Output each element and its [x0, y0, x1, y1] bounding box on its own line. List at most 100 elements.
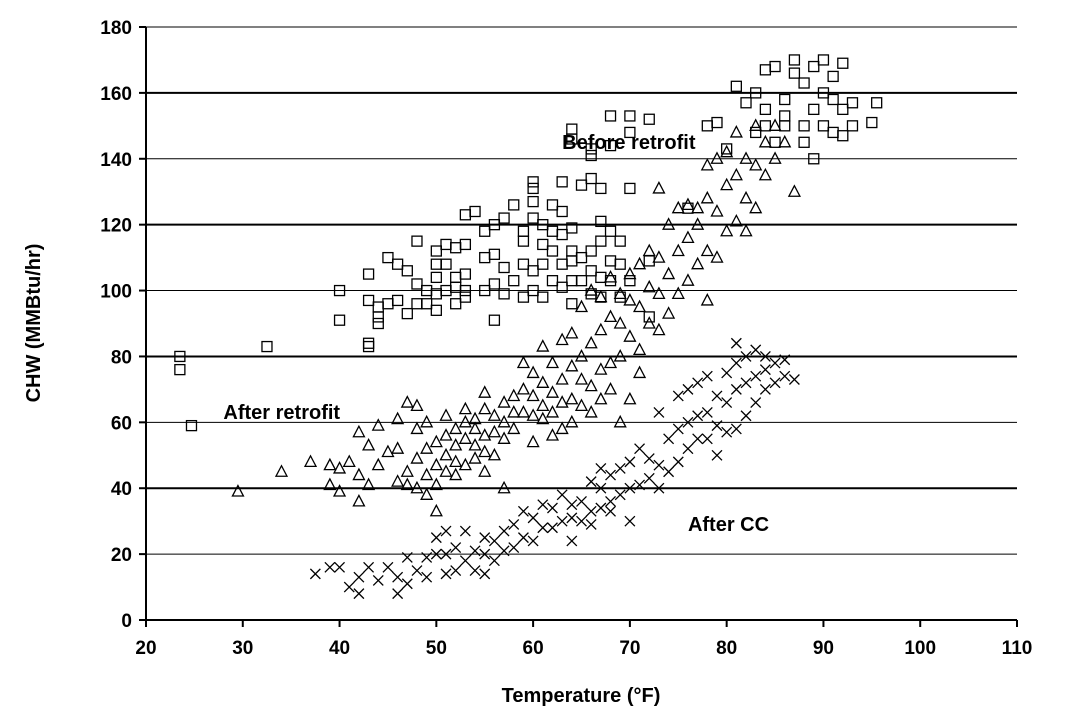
point-x: [750, 370, 762, 382]
point-square: [566, 298, 578, 310]
point-triangle: [352, 467, 366, 481]
point-x: [721, 397, 733, 409]
y-tick-label: 120: [100, 216, 132, 237]
point-triangle: [429, 457, 443, 471]
point-triangle: [507, 421, 521, 435]
point-square: [614, 258, 626, 270]
point-square: [372, 301, 384, 313]
point-square: [846, 97, 859, 109]
point-x: [430, 548, 442, 560]
point-triangle: [662, 266, 676, 280]
point-x: [334, 561, 346, 573]
point-square: [469, 205, 481, 218]
point-triangle: [468, 451, 482, 464]
point-square: [440, 238, 452, 251]
point-x: [566, 499, 578, 511]
point-square: [382, 298, 394, 310]
point-triangle: [662, 217, 676, 230]
point-square: [430, 271, 442, 284]
point-triangle: [420, 441, 434, 454]
point-square: [701, 120, 713, 132]
point-x: [440, 548, 452, 560]
point-square: [643, 113, 655, 125]
point-triangle: [478, 401, 492, 415]
x-tick-label: 80: [716, 638, 737, 659]
point-triangle: [478, 464, 492, 477]
point-square: [498, 212, 510, 224]
point-triangle: [231, 484, 245, 497]
point-triangle: [410, 451, 424, 464]
point-x: [372, 575, 384, 586]
point-triangle: [429, 434, 443, 448]
point-square: [459, 284, 472, 297]
point-x: [614, 489, 626, 501]
point-x: [740, 377, 752, 389]
point-triangle: [720, 177, 734, 191]
point-square: [798, 136, 810, 148]
point-x: [653, 406, 665, 418]
point-x: [701, 406, 713, 418]
point-square: [440, 258, 452, 270]
point-x: [479, 568, 491, 580]
gridlines: [146, 26, 1017, 555]
point-square: [430, 304, 442, 316]
point-triangle: [565, 358, 579, 372]
point-square: [362, 268, 375, 280]
point-triangle: [468, 421, 482, 435]
point-square: [604, 110, 617, 122]
point-square: [556, 281, 568, 293]
point-square: [174, 363, 186, 376]
point-x: [440, 568, 452, 580]
point-square: [643, 311, 655, 323]
point-triangle: [274, 464, 289, 477]
point-square: [788, 67, 801, 79]
point-square: [566, 255, 578, 267]
point-square: [488, 314, 501, 326]
point-triangle: [574, 372, 589, 385]
point-triangle: [710, 151, 724, 164]
x-tick-label: 110: [1002, 638, 1033, 659]
point-x: [401, 551, 413, 563]
point-triangle: [584, 405, 598, 418]
point-square: [624, 275, 636, 287]
point-x: [692, 377, 704, 389]
point-square: [527, 284, 539, 297]
point-square: [566, 133, 578, 145]
point-square: [808, 103, 820, 116]
point-triangle: [652, 250, 666, 263]
point-x: [547, 522, 558, 534]
point-triangle: [758, 167, 772, 181]
point-square: [411, 235, 423, 247]
point-x: [508, 542, 520, 553]
point-square: [779, 93, 791, 106]
point-x: [682, 383, 694, 395]
point-triangle: [632, 256, 647, 270]
point-triangle: [584, 378, 598, 392]
point-triangle: [700, 243, 714, 257]
point-x: [672, 423, 684, 435]
point-x: [672, 390, 684, 402]
y-tick-label: 20: [111, 545, 132, 566]
y-axis-title: CHW (MMBtu/hr): [23, 244, 45, 403]
point-square: [798, 120, 810, 132]
x-tick-label: 20: [135, 638, 156, 659]
point-square: [817, 54, 830, 66]
point-triangle: [584, 335, 598, 349]
point-x: [527, 512, 539, 524]
point-triangle: [468, 437, 482, 451]
point-triangle: [768, 118, 782, 131]
x-tick-label: 40: [329, 638, 350, 659]
point-triangle: [700, 190, 714, 204]
point-square: [537, 219, 549, 231]
point-square: [624, 182, 636, 195]
point-x: [392, 588, 404, 600]
point-triangle: [362, 477, 376, 491]
point-square: [808, 60, 820, 73]
point-x: [740, 350, 752, 362]
point-triangle: [487, 408, 501, 421]
point-triangle: [332, 484, 347, 497]
x-tick-label: 70: [619, 638, 640, 659]
point-x: [392, 571, 404, 583]
point-triangle: [574, 349, 589, 362]
